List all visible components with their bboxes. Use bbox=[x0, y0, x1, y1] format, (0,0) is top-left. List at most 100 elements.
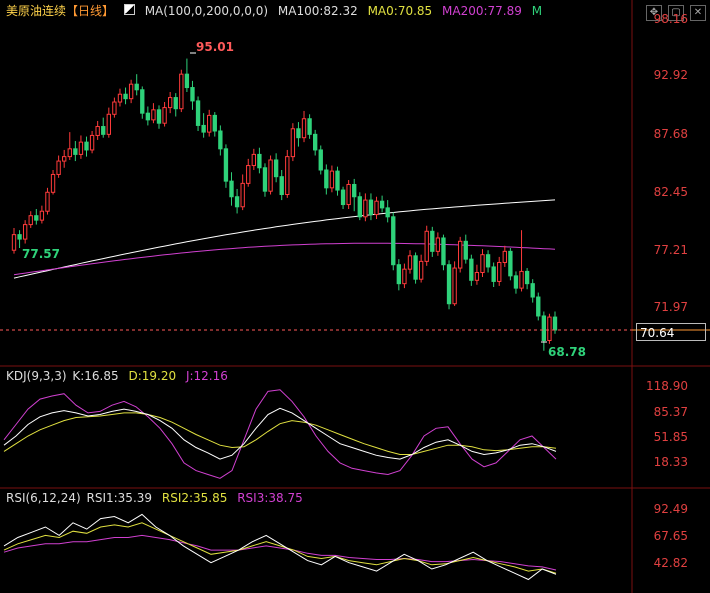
kdj-tick-label: 85.37 bbox=[653, 405, 688, 419]
candle-body bbox=[485, 254, 491, 268]
candle-body bbox=[346, 183, 351, 206]
ma100-line bbox=[13, 199, 556, 279]
candle-body bbox=[407, 255, 413, 270]
kdj-name[interactable]: KDJ(9,3,3) bbox=[6, 369, 67, 383]
candle-body bbox=[134, 83, 139, 91]
candle-body bbox=[223, 148, 229, 182]
candle-body bbox=[167, 97, 173, 109]
candle-body bbox=[22, 224, 28, 240]
restore-icon[interactable]: ▢ bbox=[668, 5, 684, 21]
candle-body bbox=[547, 316, 552, 341]
candle-body bbox=[156, 109, 162, 124]
candle-body bbox=[56, 160, 61, 175]
candle-body bbox=[257, 153, 262, 169]
candle-body bbox=[446, 264, 452, 305]
candle-body bbox=[524, 270, 530, 285]
candle-body bbox=[513, 275, 519, 289]
candle-body bbox=[474, 272, 480, 281]
ma-main-label[interactable]: MA(100,0,200,0,0,0) bbox=[144, 4, 269, 18]
candle-body bbox=[385, 207, 390, 218]
rsi-name[interactable]: RSI(6,12,24) bbox=[6, 491, 81, 505]
candle-body bbox=[290, 128, 296, 158]
rsi-tick-label: 67.65 bbox=[653, 529, 688, 543]
candle-body bbox=[435, 237, 441, 252]
candle-body bbox=[324, 169, 329, 189]
rsi2-line bbox=[3, 522, 557, 574]
kdj-k-line bbox=[3, 407, 557, 460]
candle-body bbox=[402, 268, 407, 285]
price-tick-label: 98.16 bbox=[653, 12, 688, 26]
candle-body bbox=[240, 182, 245, 208]
candle-body bbox=[78, 141, 84, 155]
rsi3-line bbox=[3, 534, 557, 571]
candle-body bbox=[285, 156, 290, 196]
candle-body bbox=[95, 126, 100, 136]
candle-body bbox=[352, 183, 357, 198]
main-header: 美原油连续【日线】 MA(100,0,200,0,0,0) MA100:82.3… bbox=[6, 2, 548, 19]
candle-body bbox=[279, 176, 284, 196]
expand-icon[interactable]: ✥ bbox=[646, 5, 662, 21]
rsi-tick-label: 92.49 bbox=[653, 502, 688, 516]
candle-body bbox=[39, 210, 45, 221]
candle-body bbox=[441, 237, 446, 266]
close-icon[interactable]: ✕ bbox=[690, 5, 706, 21]
kdj-tick-label: 18.33 bbox=[653, 455, 688, 469]
candle-body bbox=[84, 141, 89, 151]
candle-body bbox=[469, 258, 474, 281]
candle-body bbox=[458, 240, 463, 269]
candle-body bbox=[162, 107, 167, 124]
kdj-d-value: D:19.20 bbox=[128, 369, 177, 383]
candle-body bbox=[145, 112, 151, 121]
candle-body bbox=[552, 316, 558, 331]
candle-body bbox=[391, 216, 396, 266]
candle-body bbox=[34, 215, 39, 221]
price-tick-label: 71.97 bbox=[653, 300, 688, 314]
ma0-label: MA0:70.85 bbox=[367, 4, 433, 18]
candle-body bbox=[184, 73, 190, 89]
start-low-annotation: 77.57 bbox=[22, 247, 60, 261]
candle-body bbox=[246, 165, 251, 184]
candle-body bbox=[262, 167, 268, 192]
candle-body bbox=[45, 191, 50, 212]
kdj-j-line bbox=[3, 389, 557, 479]
symbol-name[interactable]: 美原油连续 bbox=[6, 4, 67, 18]
candle-body bbox=[128, 83, 134, 100]
indicator-toggle-icon[interactable] bbox=[123, 4, 135, 15]
rsi-header: RSI(6,12,24) RSI1:35.39 RSI2:35.85 RSI3:… bbox=[6, 491, 309, 505]
candle-body bbox=[418, 260, 424, 280]
candle-body bbox=[212, 114, 217, 132]
period-label[interactable]: 【日线】 bbox=[66, 4, 115, 18]
candle-body bbox=[17, 234, 22, 240]
candle-body bbox=[123, 93, 128, 100]
candle-body bbox=[201, 124, 206, 133]
candle-body bbox=[480, 254, 485, 274]
candle-body bbox=[530, 283, 535, 298]
candle-body bbox=[396, 264, 402, 285]
candle-body bbox=[273, 159, 279, 178]
price-tick-label: 82.45 bbox=[653, 185, 688, 199]
high-annotation: 95.01 bbox=[196, 40, 234, 54]
candle-body bbox=[541, 315, 547, 341]
kdj-header: KDJ(9,3,3) K:16.85 D:19.20 J:12.16 bbox=[6, 369, 234, 383]
candle-body bbox=[497, 261, 502, 282]
candle-body bbox=[106, 113, 111, 135]
price-tick-label: 87.68 bbox=[653, 127, 688, 141]
candle-body bbox=[117, 93, 123, 103]
m-label: M bbox=[531, 4, 543, 18]
candle-body bbox=[28, 215, 33, 226]
kdj-j-value: J:12.16 bbox=[185, 369, 228, 383]
candle-body bbox=[268, 159, 273, 192]
ma100-label: MA100:82.32 bbox=[277, 4, 358, 18]
candle-body bbox=[430, 230, 435, 252]
candle-body bbox=[424, 230, 429, 262]
candle-body bbox=[491, 266, 496, 282]
candle-body bbox=[318, 149, 323, 171]
candle-body bbox=[536, 296, 541, 317]
candle-body bbox=[73, 148, 78, 155]
candle-body bbox=[173, 97, 178, 110]
price-tick-label: 77.21 bbox=[653, 243, 688, 257]
candle-body bbox=[218, 130, 223, 150]
kdj-k-value: K:16.85 bbox=[72, 369, 119, 383]
candle-body bbox=[62, 156, 67, 162]
